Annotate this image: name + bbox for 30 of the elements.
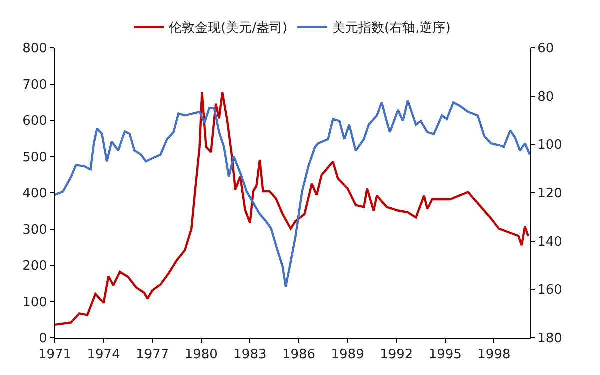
x-tick-label: 1983 — [234, 348, 267, 363]
line-series — [55, 91, 530, 326]
y2-tick-label: 80 — [538, 90, 554, 105]
x-tick-label: 1998 — [478, 348, 511, 363]
y-tick-label: 800 — [22, 42, 48, 57]
x-tick-label: 1992 — [380, 348, 414, 363]
x-tick-label: 1971 — [38, 348, 72, 363]
x-tick-label: 1980 — [184, 348, 218, 363]
y-tick-label: 500 — [22, 150, 48, 166]
line-series — [55, 100, 530, 288]
x-tick-label: 1974 — [87, 348, 120, 363]
y2-tick-label: 180 — [538, 332, 562, 347]
x-tick-label: 1995 — [428, 348, 462, 363]
y-tick-label: 300 — [22, 222, 48, 238]
x-tick-label: 1989 — [331, 348, 364, 363]
y2-tick-label: 140 — [538, 234, 562, 250]
legend-label: 美元指数(右轴,逆序) — [332, 20, 451, 36]
y2-tick-label: 120 — [538, 186, 562, 202]
y2-tick-label: 160 — [538, 283, 562, 298]
y-tick-label: 700 — [22, 78, 48, 93]
legend-label: 伦敦金现(美元/盎司) — [169, 20, 288, 36]
y-tick-label: 600 — [22, 114, 48, 130]
y-tick-label: 400 — [22, 186, 48, 202]
y2-tick-label: 100 — [538, 138, 562, 154]
y2-tick-label: 60 — [538, 42, 554, 57]
y-tick-label: 200 — [22, 259, 48, 274]
x-tick-label: 1986 — [282, 348, 316, 363]
y-tick-label: 0 — [39, 332, 48, 347]
x-tick-label: 1977 — [136, 348, 170, 363]
y-tick-label: 100 — [22, 295, 48, 310]
